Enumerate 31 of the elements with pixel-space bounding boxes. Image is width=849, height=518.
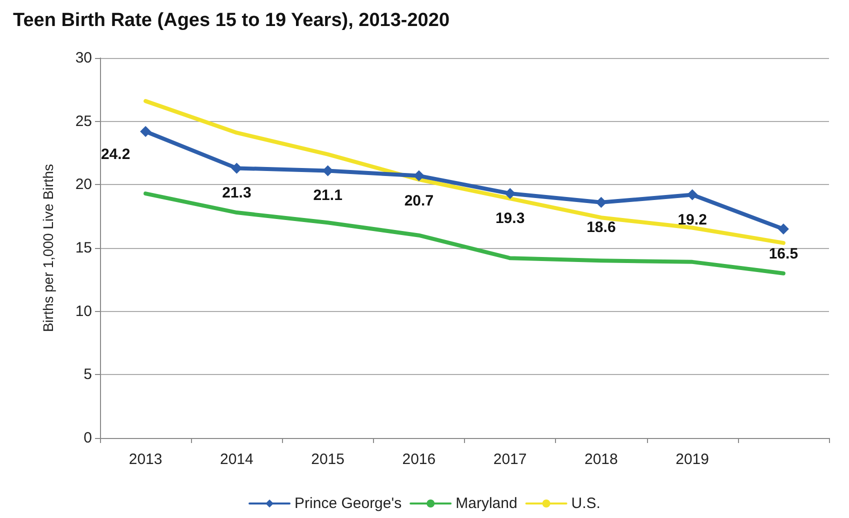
y-tick-label: 10 — [75, 302, 92, 320]
chart-title: Teen Birth Rate (Ages 15 to 19 Years), 2013-2020 — [13, 10, 450, 31]
y-tick-label: 30 — [75, 50, 92, 66]
y-tick-label: 25 — [75, 112, 92, 130]
data-label: 16.5 — [768, 246, 798, 262]
x-tick-label: 2017 — [493, 451, 527, 468]
x-tick-label: 2019 — [676, 451, 709, 468]
point — [686, 189, 698, 200]
y-tick-label: 0 — [84, 430, 92, 446]
legend-label: Prince George's — [294, 495, 402, 512]
data-label: 20.7 — [404, 192, 434, 210]
data-label: 24.2 — [100, 146, 130, 163]
x-tick-label: 2013 — [128, 451, 162, 468]
line-series — [144, 99, 786, 245]
data-label: 21.3 — [222, 184, 252, 202]
point — [140, 126, 152, 137]
y-axis-title: Births per 1,000 Live Births — [40, 164, 56, 332]
y-tick-label: 20 — [75, 176, 92, 194]
x-tick-label: 2014 — [220, 451, 254, 468]
data-label: 18.6 — [586, 218, 616, 236]
x-tick-label: 2018 — [584, 451, 618, 468]
data-label: 21.1 — [313, 187, 342, 204]
y-tick-label: 15 — [75, 240, 92, 256]
x-tick-label: 2015 — [311, 451, 344, 468]
x-tick-label: 2016 — [402, 451, 436, 468]
y-tick-label: 5 — [84, 366, 92, 384]
point — [778, 224, 789, 234]
legend-label: U.S. — [571, 495, 600, 512]
data-label: 19.2 — [678, 211, 707, 228]
data-label: 19.3 — [495, 210, 525, 228]
legend-label: Maryland — [456, 495, 518, 512]
